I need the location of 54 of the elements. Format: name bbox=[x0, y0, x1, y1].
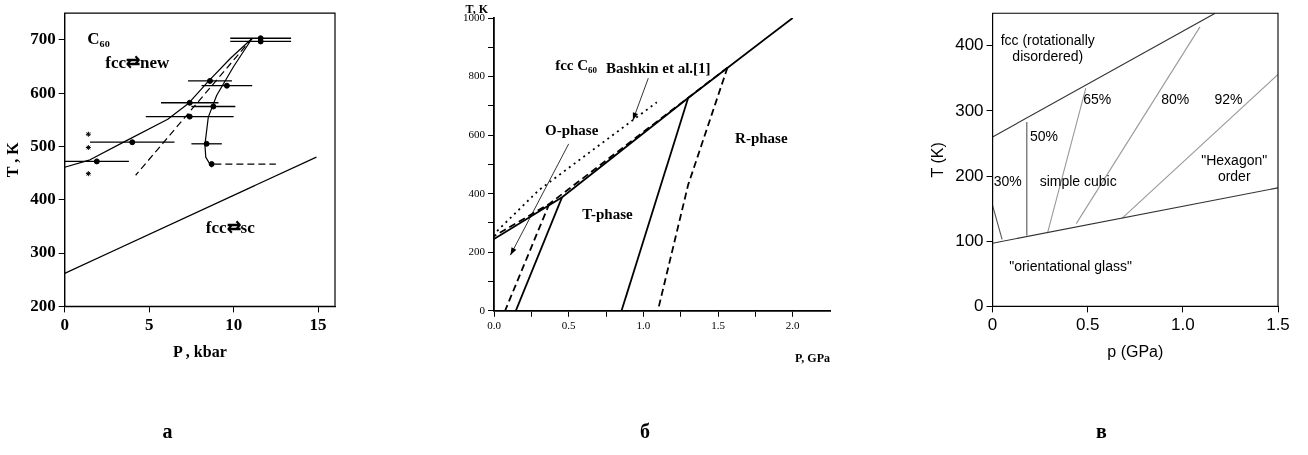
y-tick-label: 700 bbox=[30, 29, 56, 49]
annotation: "Hexagon" order bbox=[1201, 152, 1268, 185]
annotation: C₆₀ bbox=[87, 29, 110, 49]
x-tick-label: 0.0 bbox=[487, 319, 502, 332]
y-tick-label: 400 bbox=[468, 186, 486, 199]
y-tick-label: 800 bbox=[468, 69, 486, 82]
y-tick-label: 500 bbox=[30, 135, 56, 155]
text: а bbox=[162, 420, 173, 443]
y-tick-label: 200 bbox=[30, 295, 56, 315]
x-tick-label: 1.0 bbox=[1171, 315, 1195, 335]
x-tick-label: 0 bbox=[987, 315, 998, 335]
annotation: simple cubic bbox=[1039, 173, 1117, 190]
y-tick-label: 400 bbox=[955, 35, 984, 55]
annotation: 50% bbox=[1029, 127, 1058, 144]
y-tick-label: 0 bbox=[974, 296, 984, 316]
x-tick-label: 5 bbox=[144, 314, 154, 334]
y-tick-label: 600 bbox=[30, 82, 56, 102]
x-axis-title: P, GPa bbox=[795, 350, 830, 365]
y-axis-title: T , K bbox=[3, 141, 21, 178]
x-tick-label: 0.5 bbox=[1075, 315, 1100, 335]
y-axis-title: T (K) bbox=[929, 142, 947, 178]
annotation: 80% bbox=[1161, 90, 1190, 107]
annotation: fcc C₆₀ bbox=[555, 56, 598, 73]
annotation: fcc⇄new bbox=[105, 53, 171, 73]
y-tick-label: 600 bbox=[468, 128, 486, 141]
x-tick-label: 0 bbox=[60, 314, 69, 334]
x-axis-title: P , kbar bbox=[172, 342, 227, 360]
y-tick-label: 400 bbox=[30, 189, 56, 209]
x-tick-label: 2.0 bbox=[785, 319, 801, 332]
annotation: T-phase bbox=[582, 205, 633, 222]
y-tick-label: 100 bbox=[955, 230, 984, 250]
annotation: fcc (rotationally disordered) bbox=[1000, 31, 1095, 64]
annotation: "orientational glass" bbox=[1009, 258, 1132, 275]
annotation: 92% bbox=[1214, 90, 1243, 107]
annotation: Bashkin et al.[1] bbox=[605, 60, 711, 77]
y-tick-label: 300 bbox=[955, 100, 984, 120]
annotation: fcc⇄sc bbox=[205, 218, 256, 238]
x-tick-label: 1.0 bbox=[636, 319, 651, 332]
annotation: 65% bbox=[1083, 90, 1112, 107]
x-tick-label: 0.5 bbox=[561, 319, 577, 332]
x-tick-label: 10 bbox=[225, 314, 243, 334]
y-tick-label: 0 bbox=[479, 303, 486, 316]
annotation: R-phase bbox=[735, 129, 788, 146]
x-axis-title: p (GPa) bbox=[1107, 342, 1164, 360]
annotation: O-phase bbox=[544, 122, 599, 139]
text: в bbox=[1096, 420, 1108, 443]
y-tick-label: 300 bbox=[30, 242, 56, 262]
y-tick-label: 200 bbox=[468, 245, 486, 258]
y-tick-label: 200 bbox=[955, 165, 984, 185]
annotation: 30% bbox=[993, 173, 1022, 190]
x-tick-label: 15 bbox=[309, 314, 327, 334]
text: б bbox=[640, 420, 650, 443]
x-tick-label: 1.5 bbox=[711, 319, 726, 332]
x-tick-label: 1.5 bbox=[1266, 315, 1290, 335]
